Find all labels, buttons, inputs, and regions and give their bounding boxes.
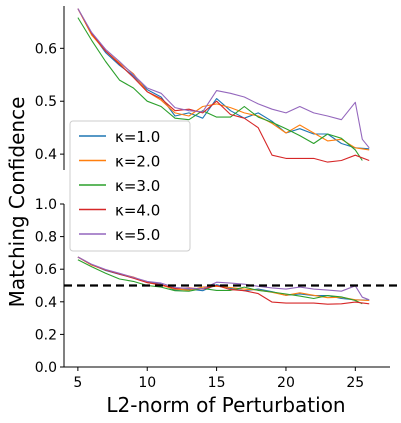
bottom-series-line-4 — [77, 256, 370, 305]
axis-titles: L2-norm of Perturbation Matching Confide… — [5, 97, 346, 417]
legend-label-5: κ=5.0 — [115, 226, 160, 244]
x-tick-label: 5 — [73, 375, 82, 391]
top-y-tick-label: 0.5 — [35, 94, 57, 110]
bottom-series-line-3 — [77, 259, 363, 305]
bottom-y-tick-label: 1.0 — [35, 197, 57, 213]
legend-label-1: κ=1.0 — [115, 128, 160, 146]
bottom-y-tick-label: 0.6 — [35, 262, 57, 278]
legend-label-4: κ=4.0 — [115, 202, 160, 220]
bottom-y-tick-label: 0.4 — [35, 295, 57, 311]
bottom-y-tick-label: 0.0 — [35, 360, 57, 376]
bottom-panel: 0.0 0.2 0.4 0.6 0.8 1.0 5 10 15 20 25 — [35, 197, 401, 391]
x-tick-label: 15 — [208, 375, 226, 391]
bottom-y-tick-label: 0.2 — [35, 327, 57, 343]
top-series-line-4 — [77, 8, 370, 163]
y-axis-label: Matching Confidence — [5, 97, 29, 308]
legend-label-3: κ=3.0 — [115, 177, 160, 195]
bottom-series-line-2 — [77, 256, 370, 302]
top-y-tick-label: 0.6 — [35, 41, 57, 57]
top-series-line-3 — [77, 17, 363, 161]
legend: κ=1.0 κ=2.0 κ=3.0 κ=4.0 κ=5.0 — [69, 120, 191, 252]
legend-label-2: κ=2.0 — [115, 153, 160, 171]
x-tick-label: 25 — [346, 375, 364, 391]
top-y-tick-label: 0.4 — [35, 147, 57, 163]
bottom-series-line-1 — [77, 256, 370, 301]
x-axis-label: L2-norm of Perturbation — [106, 393, 345, 417]
bottom-y-tick-label: 0.8 — [35, 230, 57, 246]
bottom-series-line-5 — [77, 256, 370, 301]
top-panel: 0.4 0.5 0.6 — [35, 6, 370, 170]
x-tick-label: 20 — [277, 375, 295, 391]
top-series-line-5 — [77, 8, 370, 149]
legend-box — [69, 120, 191, 252]
x-tick-label: 10 — [138, 375, 156, 391]
